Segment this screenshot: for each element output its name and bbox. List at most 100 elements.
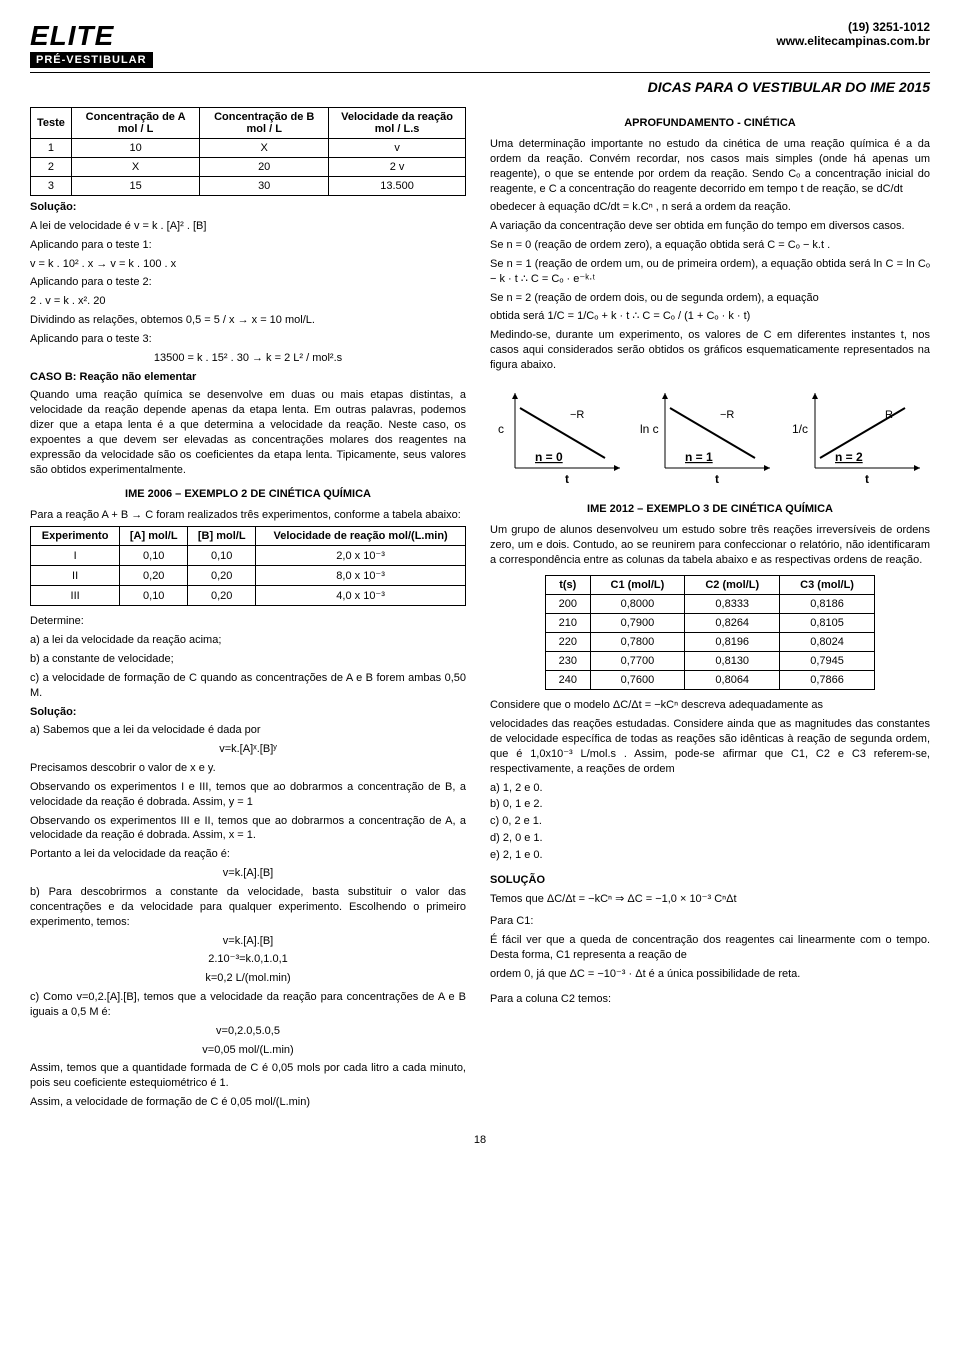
- s3: É fácil ver que a queda de concentração …: [490, 933, 930, 963]
- h: C1 (mol/L): [590, 576, 685, 595]
- caso: CASO B: Reação não elementar: [30, 371, 196, 383]
- t1h0: Teste: [31, 108, 72, 139]
- oc: c) 0, 2 e 1.: [490, 814, 930, 829]
- p: A lei de velocidade é v = k . [A]² . [B]: [30, 219, 466, 234]
- eq: k=0,2 L/(mol.min): [30, 971, 466, 986]
- s2: Para C1:: [490, 914, 930, 929]
- svg-text:n = 0: n = 0: [535, 450, 563, 464]
- s4: ordem 0, já que ΔC = −10⁻³ · Δt é a únic…: [490, 967, 930, 982]
- left-col: Teste Concentração de A mol / L Concentr…: [30, 107, 466, 1114]
- s5: Para a coluna C2 temos:: [490, 992, 930, 1007]
- sect-r1: APROFUNDAMENTO - CINÉTICA: [490, 117, 930, 129]
- c: II: [31, 566, 120, 586]
- h: Experimento: [31, 527, 120, 546]
- p: v = k . 10² . x → v = k . 100 . x: [30, 257, 466, 272]
- columns: Teste Concentração de A mol / L Concentr…: [30, 107, 930, 1114]
- eq: v=k.[A].[B]: [30, 934, 466, 949]
- dc: c) a velocidade de formação de C quando …: [30, 671, 466, 701]
- h: C2 (mol/L): [685, 576, 780, 595]
- c: 0,7945: [780, 652, 875, 671]
- eq: 2.10⁻³=k.0,1.0,1: [30, 952, 466, 967]
- p: Observando os experimentos I e III, temo…: [30, 780, 466, 810]
- c: 0,10: [120, 586, 188, 606]
- h: Velocidade de reação mol/(L.min): [256, 527, 466, 546]
- ob: b) 0, 1 e 2.: [490, 797, 930, 812]
- graphs: c −R n = 0 t ln c −R n = 1 t: [490, 383, 930, 493]
- s1: Temos que ΔC/Δt = −kCⁿ ⇒ ΔC = −1,0 × 10⁻…: [490, 892, 930, 907]
- c: 0,10: [120, 546, 188, 566]
- od: d) 2, 0 e 1.: [490, 831, 930, 846]
- sc: c) Como v=0,2.[A].[B], temos que a veloc…: [30, 990, 466, 1020]
- h: [B] mol/L: [188, 527, 256, 546]
- p: Aplicando para o teste 1:: [30, 238, 466, 253]
- solh: SOLUÇÃO: [490, 873, 930, 888]
- svg-text:t: t: [715, 472, 719, 486]
- svg-text:n = 1: n = 1: [685, 450, 713, 464]
- p: Quando uma reação química se desenvolve …: [30, 388, 466, 477]
- c: 0,8264: [685, 614, 780, 633]
- c: 0,8130: [685, 652, 780, 671]
- c: 0,7600: [590, 671, 685, 690]
- p: Um grupo de alunos desenvolveu um estudo…: [490, 523, 930, 568]
- c: 8,0 x 10⁻³: [256, 566, 466, 586]
- graph-n2: 1/c R n = 2 t: [790, 383, 930, 493]
- sol2: Solução:: [30, 705, 466, 720]
- sol: Solução:: [30, 200, 466, 215]
- c: 240: [546, 671, 591, 690]
- p: Observando os experimentos III e II, tem…: [30, 814, 466, 844]
- header-right: (19) 3251-1012 www.elitecampinas.com.br: [776, 20, 930, 48]
- p: obtida será 1/C = 1/Cₒ + k · t ∴ C = Cₒ …: [490, 309, 930, 324]
- c: X: [71, 158, 199, 177]
- c: 0,8064: [685, 671, 780, 690]
- p: Assim, temos que a quantidade formada de…: [30, 1061, 466, 1091]
- page-number: 18: [30, 1134, 930, 1146]
- p: velocidades das reações estudadas. Consi…: [490, 717, 930, 776]
- table-2: Experimento [A] mol/L [B] mol/L Velocida…: [30, 526, 466, 606]
- c: 0,8000: [590, 595, 685, 614]
- page: ELITE PRÉ-VESTIBULAR (19) 3251-1012 www.…: [0, 0, 960, 1166]
- c: 200: [546, 595, 591, 614]
- c: 0,8024: [780, 633, 875, 652]
- c: 2,0 x 10⁻³: [256, 546, 466, 566]
- logo-bot: PRÉ-VESTIBULAR: [30, 52, 153, 68]
- right-col: APROFUNDAMENTO - CINÉTICA Uma determinaç…: [490, 107, 930, 1114]
- p: Para a reação A + B → C foram realizados…: [30, 508, 466, 523]
- logo: ELITE PRÉ-VESTIBULAR: [30, 20, 153, 68]
- c: 0,7900: [590, 614, 685, 633]
- banner: DICAS PARA O VESTIBULAR DO IME 2015: [30, 79, 930, 95]
- svg-text:t: t: [565, 472, 569, 486]
- eq: v=0,2.0,5.0,5: [30, 1024, 466, 1039]
- c: 220: [546, 633, 591, 652]
- p: Dividindo as relações, obtemos 0,5 = 5 /…: [30, 313, 466, 328]
- det: Determine:: [30, 614, 466, 629]
- p: Assim, a velocidade de formação de C é 0…: [30, 1095, 466, 1110]
- p: Considere que o modelo ΔC/Δt = −kCⁿ desc…: [490, 698, 930, 713]
- c: 0,7800: [590, 633, 685, 652]
- c: 0,20: [188, 586, 256, 606]
- p: Uma determinação importante no estudo da…: [490, 137, 930, 196]
- eq: v=k.[A]ˣ.[B]ʸ: [30, 742, 466, 757]
- p: Se n = 2 (reação de ordem dois, ou de se…: [490, 291, 930, 306]
- c: 0,10: [188, 546, 256, 566]
- sb: b) Para descobrirmos a constante da velo…: [30, 885, 466, 930]
- c: 3: [31, 177, 72, 196]
- p: Aplicando para o teste 2:: [30, 275, 466, 290]
- c: 4,0 x 10⁻³: [256, 586, 466, 606]
- logo-top: ELITE: [30, 20, 153, 52]
- options: a) 1, 2 e 0. b) 0, 1 e 2. c) 0, 2 e 1. d…: [490, 781, 930, 863]
- c: 0,8105: [780, 614, 875, 633]
- c: 0,20: [188, 566, 256, 586]
- c: 0,8333: [685, 595, 780, 614]
- c: 0,7866: [780, 671, 875, 690]
- table-1: Teste Concentração de A mol / L Concentr…: [30, 107, 466, 196]
- svg-text:c: c: [498, 422, 504, 436]
- p: obedecer à equação dC/dt = k.Cⁿ , n será…: [490, 200, 930, 215]
- t1h1: Concentração de A mol / L: [71, 108, 199, 139]
- c: 20: [200, 158, 329, 177]
- p: Se n = 1 (reação de ordem um, ou de prim…: [490, 257, 930, 287]
- c: 10: [71, 139, 199, 158]
- c: X: [200, 139, 329, 158]
- svg-text:R: R: [885, 409, 893, 421]
- p: Portanto a lei da velocidade da reação é…: [30, 847, 466, 862]
- sect-2: IME 2006 – EXEMPLO 2 DE CINÉTICA QUÍMICA: [30, 488, 466, 500]
